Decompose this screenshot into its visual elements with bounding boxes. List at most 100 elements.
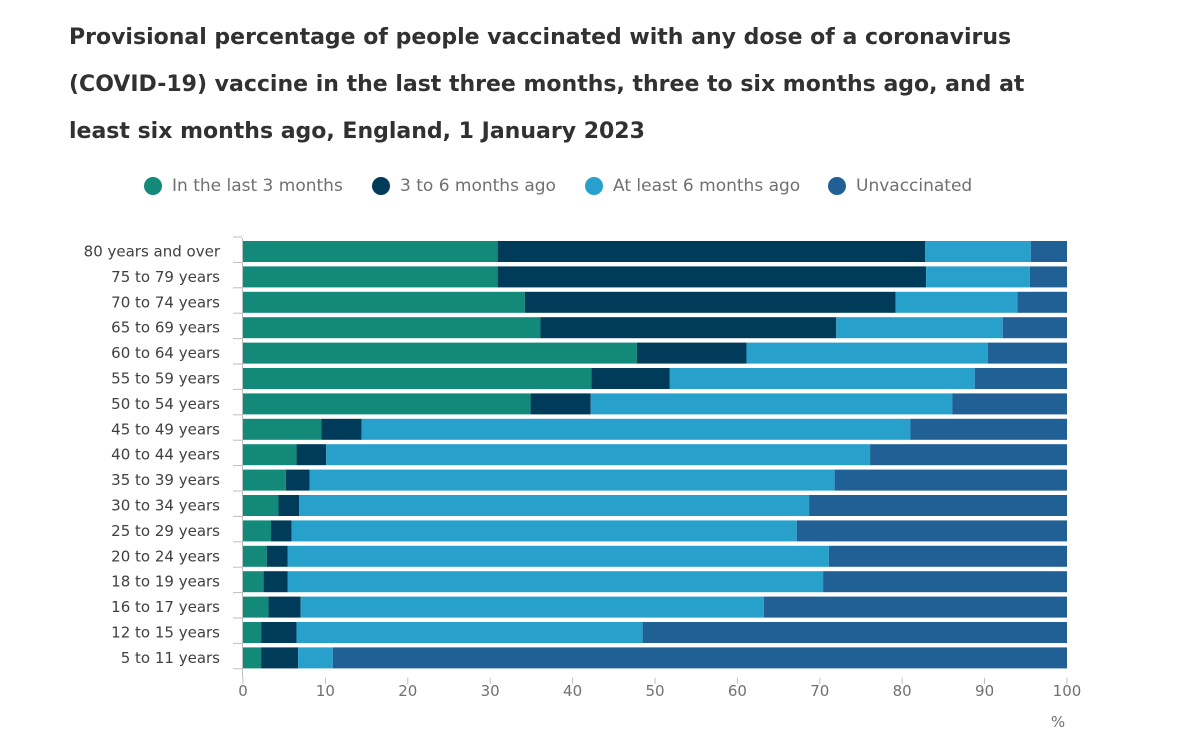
bar-segment <box>266 545 288 567</box>
category-label: 20 to 24 years <box>111 547 220 565</box>
x-tick-label: 40 <box>563 682 582 700</box>
bar-segment <box>974 368 1067 389</box>
category-label: 70 to 74 years <box>111 293 220 311</box>
x-tick-label: 60 <box>728 682 747 700</box>
x-tick-label: 70 <box>810 682 829 700</box>
bar-segment <box>796 520 1067 542</box>
bar-segment <box>642 622 1067 643</box>
category-label: 25 to 29 years <box>111 522 220 540</box>
x-tick-label: 30 <box>481 682 500 700</box>
bar-segment <box>870 444 1067 466</box>
bar-segment <box>243 368 592 389</box>
bar-segment <box>828 545 1067 567</box>
legend-label-last-3-months: In the last 3 months <box>172 176 343 196</box>
bar-segment <box>636 342 747 364</box>
chart-legend: In the last 3 months 3 to 6 months ago A… <box>0 176 1189 204</box>
bar-segment <box>1017 291 1067 313</box>
bar-segment <box>1002 317 1067 339</box>
legend-item-unvaccinated: Unvaccinated <box>828 176 972 196</box>
bar-segment <box>278 495 300 516</box>
x-tick-label: 50 <box>645 682 664 700</box>
legend-swatch-unvaccinated <box>828 177 846 195</box>
bar-segment <box>263 571 288 593</box>
bar-segment <box>497 241 926 262</box>
bar-segment <box>530 393 591 415</box>
bar-segment <box>298 647 333 669</box>
bar-segment <box>243 596 269 618</box>
bar-segment <box>497 266 927 288</box>
bar-segment <box>243 520 272 542</box>
chart-title-line-1: Provisional percentage of people vaccina… <box>69 25 1012 50</box>
bar-segment <box>243 545 267 567</box>
bar-segment <box>243 266 498 288</box>
category-label: 5 to 11 years <box>121 649 220 667</box>
bar-segment <box>243 495 279 516</box>
legend-label-at-least-6-months: At least 6 months ago <box>613 176 801 196</box>
category-label: 60 to 64 years <box>111 344 220 362</box>
bar-segment <box>1029 266 1067 288</box>
chart-title-line-2: (COVID-19) vaccine in the last three mon… <box>69 72 1025 97</box>
bar-segment <box>261 647 299 669</box>
category-label: 65 to 69 years <box>111 319 220 337</box>
x-tick-label: 90 <box>975 682 994 700</box>
bar-segment <box>809 495 1067 516</box>
category-label: 75 to 79 years <box>111 268 220 286</box>
bar-segment <box>590 393 953 415</box>
bar-segment <box>669 368 975 389</box>
bar-segment <box>326 444 871 466</box>
category-label: 50 to 54 years <box>111 395 220 413</box>
legend-swatch-3-to-6-months <box>372 177 390 195</box>
bar-segment <box>243 317 541 339</box>
bar-segment <box>243 622 262 643</box>
bar-segment <box>836 317 1003 339</box>
legend-item-at-least-6-months: At least 6 months ago <box>585 176 800 196</box>
bar-segment <box>926 266 1030 288</box>
category-label: 12 to 15 years <box>111 624 220 642</box>
bar-segment <box>332 647 1067 669</box>
category-label: 40 to 44 years <box>111 446 220 464</box>
bar-segment <box>823 571 1067 593</box>
bar-segment <box>287 571 824 593</box>
bar-segment <box>268 596 301 618</box>
bar-segment <box>925 241 1031 262</box>
chart-title-line-3: least six months ago, England, 1 January… <box>69 119 645 144</box>
bar-segment <box>243 241 498 262</box>
chart-title: Provisional percentage of people vaccina… <box>69 14 1029 155</box>
bar-segment <box>895 291 1018 313</box>
x-tick-label: 100 <box>1053 682 1082 700</box>
category-label: 80 years and over <box>84 243 221 261</box>
bar-segment <box>524 291 896 313</box>
x-tick-label: 80 <box>893 682 912 700</box>
legend-label-3-to-6-months: 3 to 6 months ago <box>400 176 556 196</box>
bar-segment <box>540 317 837 339</box>
x-tick-label: 10 <box>316 682 335 700</box>
category-label: 30 to 34 years <box>111 497 220 515</box>
category-label: 55 to 59 years <box>111 370 220 388</box>
bar-segment <box>243 342 637 364</box>
bar-segment <box>243 647 262 669</box>
bar-segment <box>243 291 525 313</box>
x-axis-label: % <box>1051 713 1065 731</box>
bar-segment <box>361 418 911 440</box>
bar-segment <box>287 545 829 567</box>
legend-item-3-to-6-months: 3 to 6 months ago <box>372 176 556 196</box>
bar-segment <box>834 469 1067 491</box>
bar-segment <box>243 571 264 593</box>
legend-item-last-3-months: In the last 3 months <box>144 176 343 196</box>
bar-segment <box>309 469 835 491</box>
bar-segment <box>291 520 797 542</box>
bar-segment <box>261 622 297 643</box>
bar-segment <box>296 622 643 643</box>
bar-segment <box>285 469 310 491</box>
bar-segment <box>910 418 1067 440</box>
x-tick-label: 0 <box>238 682 248 700</box>
bar-segment <box>299 495 810 516</box>
bar-segment <box>746 342 988 364</box>
bar-segment <box>591 368 670 389</box>
category-label: 18 to 19 years <box>111 573 220 591</box>
bar-segment <box>243 418 322 440</box>
bar-segment <box>243 393 531 415</box>
bar-segment <box>321 418 362 440</box>
category-label: 45 to 49 years <box>111 420 220 438</box>
